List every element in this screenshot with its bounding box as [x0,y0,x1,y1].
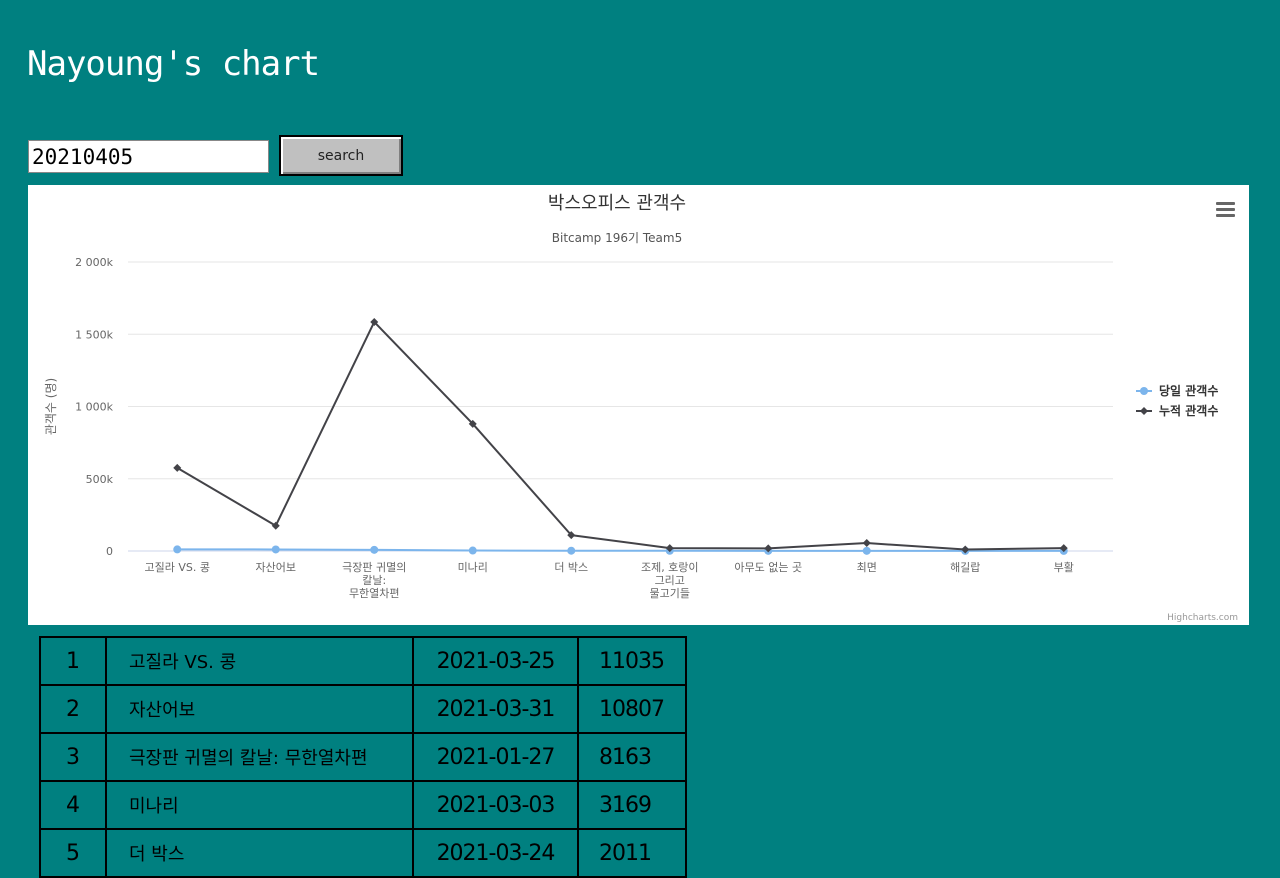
date-cell: 2021-03-03 [412,780,579,830]
chart-menu-icon[interactable] [1216,202,1235,217]
y-tick-label: 1 500k [75,328,113,341]
rank-cell: 5 [39,828,107,878]
x-tick-label: 칼날: [362,574,386,587]
data-point [468,419,477,428]
x-tick-label: 고질라 VS. 콩 [145,561,210,574]
y-tick-label: 2 000k [75,256,113,269]
table-row: 4 미나리 2021-03-03 3169 [39,780,687,830]
title-cell: 자산어보 [105,684,414,734]
chart-credits: Highcharts.com [1167,613,1238,623]
data-point [173,545,182,554]
data-point [961,545,970,554]
data-point [862,539,871,548]
legend-item: 당일 관객수 [1159,383,1218,398]
rank-cell: 2 [39,684,107,734]
series-line [176,320,1064,551]
legend-marker [1140,387,1148,395]
x-tick-label: 부활 [1054,560,1074,574]
x-tick-label: 미나리 [458,561,488,574]
x-tick-label: 무한열차편 [349,587,400,600]
audience-cell: 11035 [577,636,687,686]
audience-cell: 10807 [577,684,687,734]
data-point [567,531,576,540]
menu-bar [1216,214,1235,217]
chart-panel: 박스오피스 관객수 Bitcamp 196기 Team5 0 500k 1 000k 1 … [28,185,1249,625]
x-tick-label: 아무도 없는 곳 [734,561,802,574]
title-cell: 고질라 VS. 콩 [105,636,414,686]
data-point [862,546,871,555]
audience-cell: 3169 [577,780,687,830]
rank-cell: 1 [39,636,107,686]
data-point [1059,544,1068,553]
x-tick-label: 조제, 호랑이 [641,561,699,574]
chart-title: 박스오피스 관객수 [548,193,686,214]
legend-marker [1140,407,1148,415]
menu-bar [1216,208,1235,211]
audience-cell: 2011 [577,828,687,878]
audience-cell: 8163 [577,732,687,782]
y-tick-label: 1 000k [75,401,113,414]
y-tick-label: 0 [106,545,113,558]
rank-cell: 3 [39,732,107,782]
title-cell: 미나리 [105,780,414,830]
date-cell: 2021-03-25 [412,636,579,686]
chart-subtitle: Bitcamp 196기 Team5 [552,231,682,245]
data-point [468,546,477,555]
data-point [665,544,674,553]
x-tick-label: 물고기들 [650,587,690,600]
table-row: 3 극장판 귀멸의 칼날: 무한열차편 2021-01-27 8163 [39,732,687,782]
x-tick-label: 해길랍 [950,560,980,574]
x-tick-label: 그리고 [655,574,685,587]
page-title: Nayoung's chart [27,44,320,84]
rank-cell: 4 [39,780,107,830]
chart-svg: 박스오피스 관객수 Bitcamp 196기 Team5 0 500k 1 000k 1 … [44,193,1238,623]
data-point [271,545,280,554]
table-row: 1 고질라 VS. 콩 2021-03-25 11035 [39,636,687,686]
data-point [370,545,379,554]
data-point [370,317,379,326]
x-tick-label: 극장판 귀멸의 [342,561,406,574]
legend-item: 누적 관객수 [1159,403,1218,418]
y-tick-label: 500k [86,473,114,486]
search-button[interactable]: search [279,135,403,176]
data-point [173,463,182,472]
date-cell: 2021-03-31 [412,684,579,734]
title-cell: 더 박스 [105,828,414,878]
series-line [177,548,1064,552]
title-cell: 극장판 귀멸의 칼날: 무한열차편 [105,732,414,782]
date-cell: 2021-01-27 [412,732,579,782]
x-tick-label: 최면 [857,561,877,574]
menu-bar [1216,202,1235,205]
data-point [271,521,280,530]
box-office-table: 1 고질라 VS. 콩 2021-03-25 11035 2 자산어보 2021-03-31… [39,636,687,878]
search-input[interactable] [28,140,269,173]
data-point [567,546,576,555]
y-axis-title: 관객수 (명) [44,378,58,435]
date-cell: 2021-03-24 [412,828,579,878]
x-tick-label: 자산어보 [256,561,296,574]
data-point [764,544,773,553]
x-tick-label: 더 박스 [554,561,588,574]
table-row: 2 자산어보 2021-03-31 10807 [39,684,687,734]
